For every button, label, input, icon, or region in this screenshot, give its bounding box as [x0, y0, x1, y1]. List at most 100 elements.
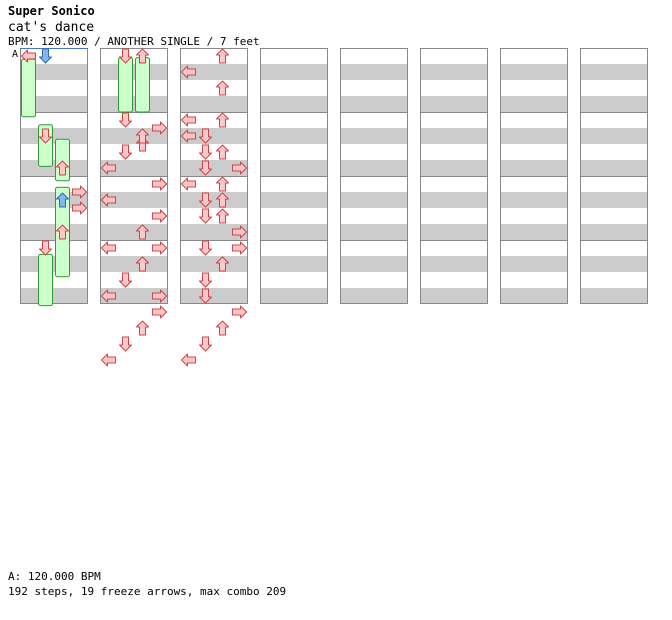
section-marker: A [12, 49, 18, 60]
arrow-up-red [56, 160, 69, 176]
beat-stripe [260, 64, 328, 80]
arrow-right-red [72, 201, 87, 215]
beat-stripe [180, 96, 248, 112]
arrow-up-red [216, 80, 229, 96]
beat-stripe [580, 160, 648, 176]
arrow-down-blue [39, 48, 52, 64]
arrow-down-red [199, 336, 212, 352]
arrow-down-red [119, 336, 132, 352]
arrow-right-red [232, 161, 247, 175]
arrow-up-red [216, 112, 229, 128]
beat-stripe [20, 160, 88, 176]
beat-stripe [420, 96, 488, 112]
beat-stripe [100, 64, 168, 80]
arrow-left-red [101, 161, 116, 175]
beat-stripe [580, 192, 648, 208]
beat-stripe [420, 64, 488, 80]
beat-stripe [340, 224, 408, 240]
arrow-down-red [39, 128, 52, 144]
beat-stripe [180, 288, 248, 304]
beat-stripe [500, 160, 568, 176]
beat-stripe [500, 224, 568, 240]
beat-stripe [20, 128, 88, 144]
arrow-up-red [216, 48, 229, 64]
arrow-down-red [199, 144, 212, 160]
beat-stripe [260, 224, 328, 240]
arrow-down-red [199, 128, 212, 144]
beat-stripe [260, 288, 328, 304]
arrow-right-red [232, 305, 247, 319]
beat-stripe [580, 96, 648, 112]
arrow-left-red [101, 241, 116, 255]
beat-stripe [580, 256, 648, 272]
arrow-left-red [181, 177, 196, 191]
beat-stripe [100, 96, 168, 112]
arrow-right-red [152, 241, 167, 255]
arrow-left-red [101, 193, 116, 207]
arrow-up-red [136, 256, 149, 272]
beat-stripe [180, 160, 248, 176]
song-title: cat's dance [8, 20, 95, 35]
artist-name: Super Sonico [8, 4, 95, 18]
beat-stripe [340, 160, 408, 176]
arrow-down-red [199, 208, 212, 224]
arrow-down-red [199, 160, 212, 176]
beat-stripe [500, 288, 568, 304]
arrow-up-red [216, 176, 229, 192]
arrow-right-red [152, 209, 167, 223]
beat-stripe [180, 192, 248, 208]
arrow-left-red [101, 289, 116, 303]
beat-stripe [20, 96, 88, 112]
arrow-up-red [136, 128, 149, 144]
beat-stripe [100, 160, 168, 176]
beat-stripe [260, 128, 328, 144]
beat-stripe [580, 128, 648, 144]
beat-stripe [500, 96, 568, 112]
arrow-up-red [56, 224, 69, 240]
beat-stripe [180, 64, 248, 80]
beat-stripe [100, 288, 168, 304]
beat-stripe [260, 192, 328, 208]
beat-stripe [20, 288, 88, 304]
arrow-down-red [119, 112, 132, 128]
arrow-right-red [152, 177, 167, 191]
beat-stripe [260, 96, 328, 112]
arrow-down-red [199, 240, 212, 256]
arrow-down-red [199, 192, 212, 208]
freeze-arrow [118, 57, 133, 113]
arrow-up-red [216, 144, 229, 160]
arrow-down-red [199, 288, 212, 304]
beat-stripe [340, 128, 408, 144]
beat-stripe [500, 256, 568, 272]
arrow-down-red [119, 48, 132, 64]
beat-stripe [340, 192, 408, 208]
beat-stripe [20, 192, 88, 208]
arrow-up-blue [56, 192, 69, 208]
arrow-left-red [101, 353, 116, 367]
beat-stripe [260, 256, 328, 272]
beat-stripe [420, 256, 488, 272]
arrow-up-red [216, 192, 229, 208]
beat-stripe [100, 256, 168, 272]
beat-stripe [580, 64, 648, 80]
beat-stripe [420, 288, 488, 304]
arrow-down-red [39, 240, 52, 256]
arrow-right-red [232, 241, 247, 255]
beat-stripe [420, 160, 488, 176]
arrow-up-red [216, 320, 229, 336]
beat-stripe [340, 256, 408, 272]
beat-stripe [260, 160, 328, 176]
beat-stripe [20, 224, 88, 240]
arrow-down-red [119, 272, 132, 288]
beat-stripe [420, 224, 488, 240]
beat-stripe [180, 224, 248, 240]
arrow-right-red [232, 225, 247, 239]
beat-stripe [20, 256, 88, 272]
chart-info: BPM: 120.000 / ANOTHER SINGLE / 7 feet [8, 35, 260, 48]
beat-stripe [500, 128, 568, 144]
beat-stripe [340, 64, 408, 80]
beat-stripe [500, 192, 568, 208]
arrow-right-red [152, 121, 167, 135]
beat-stripe [100, 128, 168, 144]
beat-stripe [580, 288, 648, 304]
